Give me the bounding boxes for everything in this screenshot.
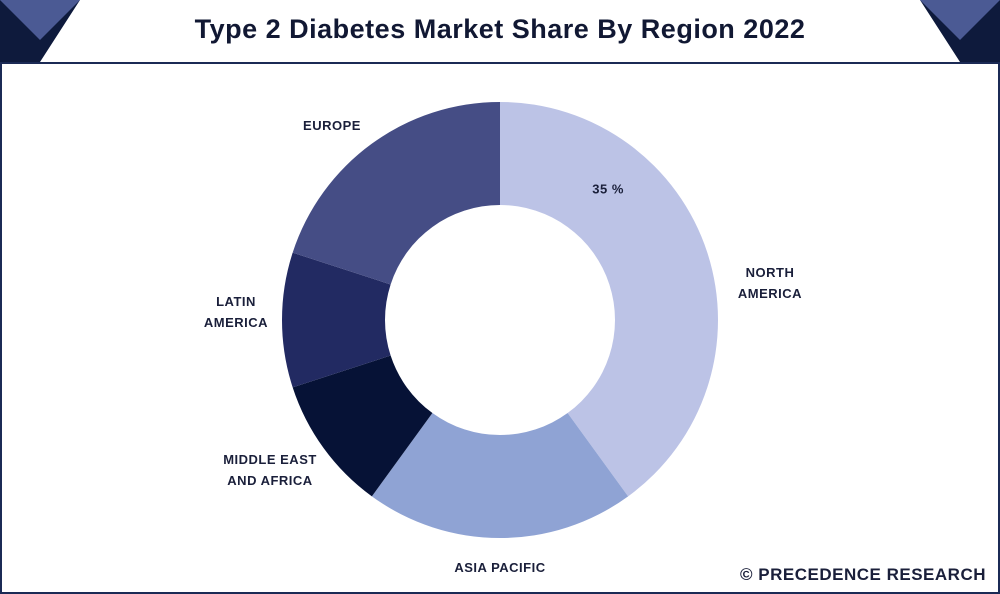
category-label: LATIN AMERICA	[204, 294, 268, 330]
category-label: ASIA PACIFIC	[454, 560, 545, 575]
slice-north-america	[500, 102, 718, 497]
slice-middle-east-and-africa	[292, 355, 433, 497]
category-label: NORTH AMERICA	[738, 265, 802, 301]
category-label: MIDDLE EAST AND AFRICA	[223, 452, 317, 488]
chart-title: Type 2 Diabetes Market Share By Region 2…	[194, 14, 806, 44]
slice-asia-pacific	[371, 413, 629, 538]
category-label: EUROPE	[303, 118, 361, 133]
chart-header: Type 2 Diabetes Market Share By Region 2…	[0, 0, 1000, 64]
data-label: 35 %	[592, 181, 624, 196]
brand-watermark: © PRECEDENCE RESEARCH	[740, 565, 986, 584]
slice-latin-america	[281, 252, 391, 388]
header-decoration	[0, 0, 1000, 62]
slice-europe	[292, 102, 500, 285]
